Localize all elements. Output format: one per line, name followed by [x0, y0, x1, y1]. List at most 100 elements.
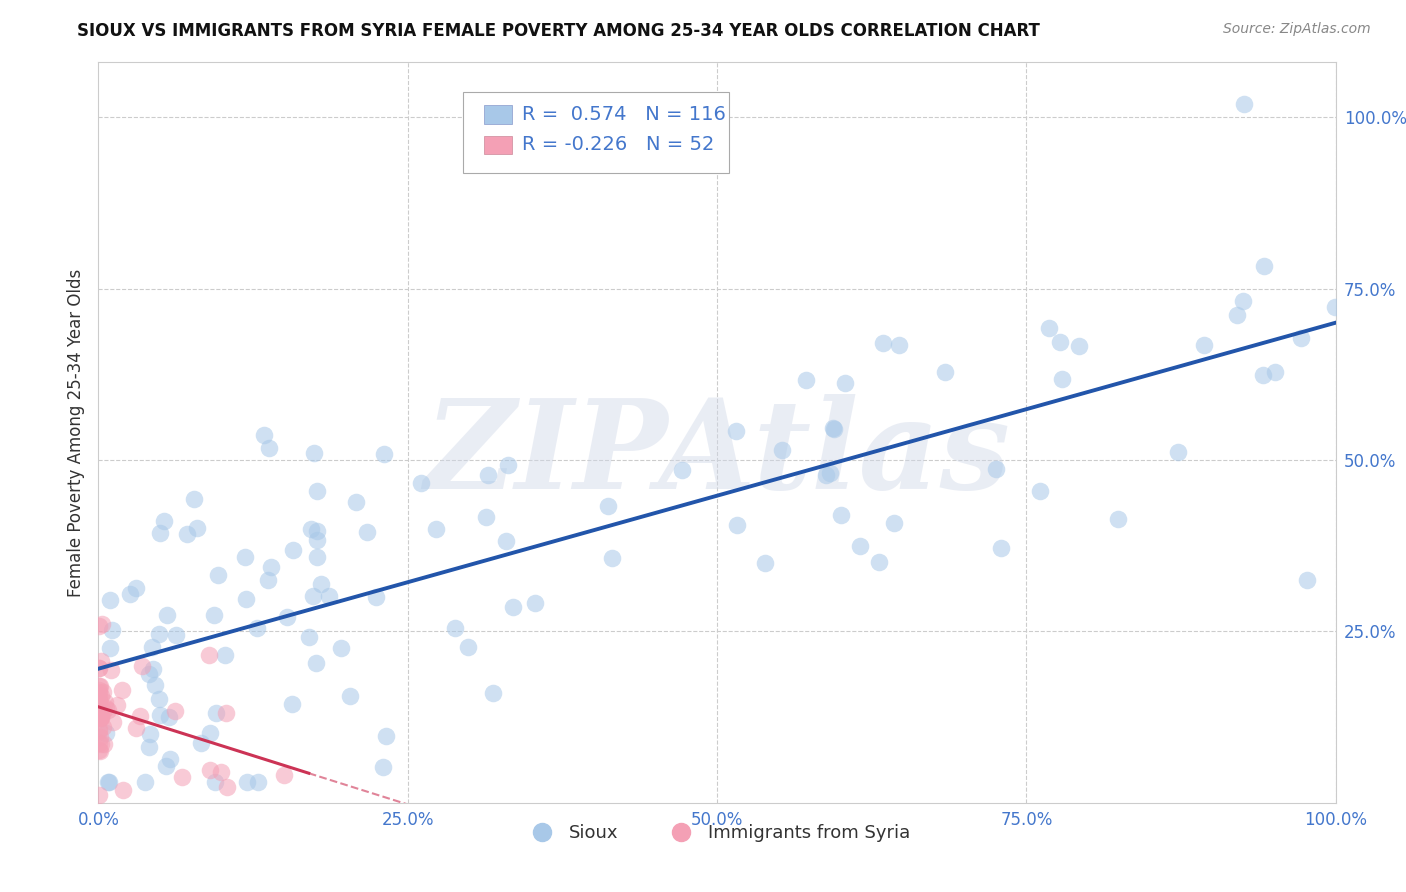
Point: [246, 621, 269, 635]
Point: [97, 703, 120, 717]
Point: [770, 443, 793, 458]
Point: [142, 662, 165, 676]
Point: [90, 689, 112, 703]
Point: [366, 590, 388, 604]
Point: [112, 783, 135, 797]
Point: [1296, 574, 1319, 588]
Point: [375, 729, 398, 743]
Point: [1107, 512, 1129, 526]
Point: [305, 656, 328, 670]
Point: [257, 573, 280, 587]
Point: [1226, 308, 1249, 322]
Point: [253, 427, 276, 442]
Point: [202, 608, 225, 623]
Point: [87, 708, 110, 723]
Point: [89, 695, 111, 709]
Point: [356, 525, 378, 540]
Point: [1192, 338, 1215, 352]
Point: [1232, 96, 1254, 111]
Point: [523, 596, 546, 610]
Point: [89, 711, 111, 725]
Point: [298, 630, 321, 644]
Point: [197, 648, 219, 663]
Point: [276, 610, 298, 624]
Point: [984, 462, 1007, 476]
Point: [309, 577, 332, 591]
Point: [371, 760, 394, 774]
Point: [990, 541, 1012, 555]
Point: [1167, 444, 1189, 458]
Point: [495, 534, 517, 549]
Point: [273, 768, 295, 782]
Point: [1049, 334, 1071, 349]
Point: [176, 526, 198, 541]
Point: [186, 521, 208, 535]
FancyBboxPatch shape: [464, 92, 730, 173]
Point: [90, 711, 112, 725]
Point: [1253, 259, 1275, 273]
Point: [281, 697, 304, 711]
Point: [143, 678, 166, 692]
Point: [87, 690, 110, 705]
Point: [823, 420, 845, 434]
Point: [101, 623, 124, 637]
Point: [131, 659, 153, 673]
FancyBboxPatch shape: [485, 136, 512, 154]
Point: [87, 679, 110, 693]
Point: [200, 764, 222, 778]
Point: [125, 582, 148, 596]
Point: [754, 556, 776, 570]
Point: [89, 743, 111, 757]
Point: [118, 587, 141, 601]
Point: [148, 691, 170, 706]
Point: [124, 721, 146, 735]
Point: [215, 780, 238, 794]
Point: [596, 500, 619, 514]
Point: [111, 682, 134, 697]
Point: [339, 689, 361, 703]
Point: [91, 617, 114, 632]
Point: [93, 737, 115, 751]
Point: [305, 483, 328, 498]
Point: [97, 775, 120, 789]
Point: [138, 739, 160, 754]
Point: [90, 710, 112, 724]
Point: [155, 758, 177, 772]
Point: [1067, 339, 1090, 353]
Point: [94, 701, 117, 715]
Point: [725, 425, 748, 439]
Point: [477, 468, 499, 483]
Point: [152, 514, 174, 528]
Legend: Sioux, Immigrants from Syria: Sioux, Immigrants from Syria: [516, 817, 918, 849]
Point: [93, 695, 115, 709]
Point: [823, 422, 845, 436]
Point: [128, 709, 150, 723]
Point: [475, 510, 498, 524]
Point: [98, 593, 121, 607]
Point: [457, 640, 479, 654]
Point: [87, 698, 110, 712]
Point: [502, 600, 524, 615]
Point: [318, 589, 340, 603]
Point: [90, 737, 112, 751]
Point: [149, 708, 172, 723]
Point: [481, 686, 503, 700]
Point: [257, 442, 280, 456]
Point: [205, 706, 228, 720]
Point: [87, 619, 110, 633]
Point: [496, 458, 519, 472]
Point: [87, 723, 110, 738]
Point: [305, 549, 328, 564]
Point: [281, 542, 304, 557]
Point: [600, 550, 623, 565]
Point: [425, 522, 447, 536]
Point: [849, 540, 872, 554]
Point: [165, 628, 187, 642]
Point: [159, 752, 181, 766]
Point: [170, 770, 193, 784]
Point: [671, 463, 693, 477]
Point: [1324, 300, 1347, 314]
Point: [236, 775, 259, 789]
Point: [149, 525, 172, 540]
Point: [1050, 372, 1073, 386]
